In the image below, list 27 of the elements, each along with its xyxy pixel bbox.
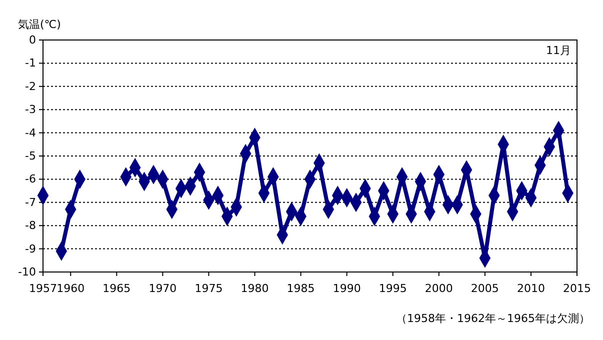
y-tick-label: -3 xyxy=(25,103,36,116)
y-tick-label: -7 xyxy=(25,196,36,209)
x-tick-label: 1957 xyxy=(29,282,57,296)
y-tick-label: -1 xyxy=(25,56,36,70)
x-tick-label: 2005 xyxy=(470,282,499,296)
x-tick-label: 1985 xyxy=(286,282,315,296)
x-tick-label: 1995 xyxy=(378,282,407,296)
x-tick-label: 1965 xyxy=(102,282,131,296)
y-tick-label: -6 xyxy=(25,172,36,186)
y-axis-title: 気温(℃) xyxy=(18,18,61,31)
y-tick-label: -10 xyxy=(18,266,36,279)
x-tick-label: 2000 xyxy=(424,282,453,296)
y-tick-label: -8 xyxy=(25,219,36,232)
y-tick-label: -9 xyxy=(25,242,36,256)
y-tick-label: -4 xyxy=(25,126,36,140)
x-tick-label: 1980 xyxy=(240,282,269,296)
x-tick-label: 1960 xyxy=(56,282,85,296)
y-tick-label: 0 xyxy=(29,34,36,47)
text: （1958年・1962年～1965年は欠測） xyxy=(396,312,590,325)
x-tick-label: 2010 xyxy=(516,282,545,296)
annotation: 11月 xyxy=(546,44,571,57)
x-tick-label: 1970 xyxy=(148,282,177,296)
x-tick-label: 2015 xyxy=(563,282,591,296)
x-tick-label: 1990 xyxy=(332,282,361,296)
y-tick-label: -2 xyxy=(25,80,36,93)
y-tick-label: -5 xyxy=(25,150,36,163)
x-tick-label: 1975 xyxy=(194,282,223,296)
